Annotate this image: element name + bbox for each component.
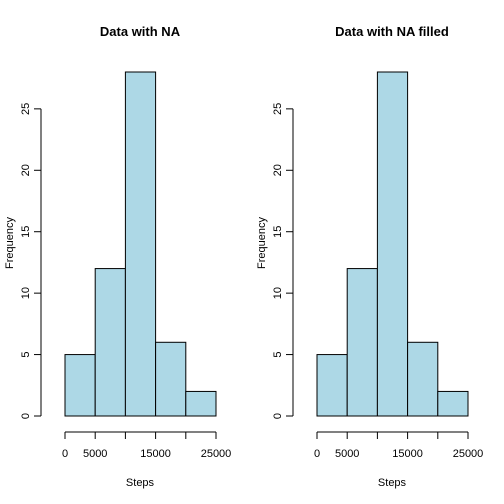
y-tick-label: 5 [20, 352, 32, 358]
chart-title: Data with NA filled [335, 24, 449, 39]
histogram-bar [376, 71, 409, 417]
y-tick-label: 25 [20, 103, 32, 115]
y-axis-label: Frequency [256, 217, 268, 269]
x-tick-label: 25000 [201, 448, 232, 460]
x-tick-label: 15000 [140, 448, 171, 460]
y-tick-label: 10 [272, 287, 284, 299]
x-tick-label: 5000 [335, 448, 359, 460]
x-tick-label: 0 [62, 448, 68, 460]
y-tick-label: 0 [20, 413, 32, 419]
x-tick-label: 5000 [83, 448, 107, 460]
y-axis-label: Frequency [4, 217, 16, 269]
y-tick-label: 0 [272, 413, 284, 419]
histogram-bar [407, 341, 439, 417]
y-tick-label: 25 [272, 103, 284, 115]
x-tick-label: 25000 [453, 448, 484, 460]
y-tick-label: 15 [272, 226, 284, 238]
histogram-bar [185, 390, 217, 417]
histogram-bar [316, 354, 348, 417]
histogram-bar [155, 341, 187, 417]
y-tick-label: 10 [20, 287, 32, 299]
histogram-bar [64, 354, 96, 417]
histogram-panel-left: Data with NA Steps Frequency 0 5000 15000 2… [4, 24, 231, 489]
x-axis-label: Steps [126, 477, 155, 489]
chart-title: Data with NA [100, 24, 181, 39]
y-tick-label: 5 [272, 352, 284, 358]
histogram-panel-right: Data with NA filled Steps Frequency 0 500… [256, 24, 483, 489]
y-tick-label: 20 [272, 164, 284, 176]
histogram-bar [124, 71, 157, 417]
histogram-bar [346, 268, 378, 417]
x-tick-label: 15000 [392, 448, 423, 460]
x-axis-label: Steps [378, 477, 407, 489]
histogram-bar [94, 268, 126, 417]
y-tick-label: 20 [20, 164, 32, 176]
y-tick-label: 15 [20, 226, 32, 238]
histogram-bar [437, 390, 469, 417]
x-tick-label: 0 [314, 448, 320, 460]
